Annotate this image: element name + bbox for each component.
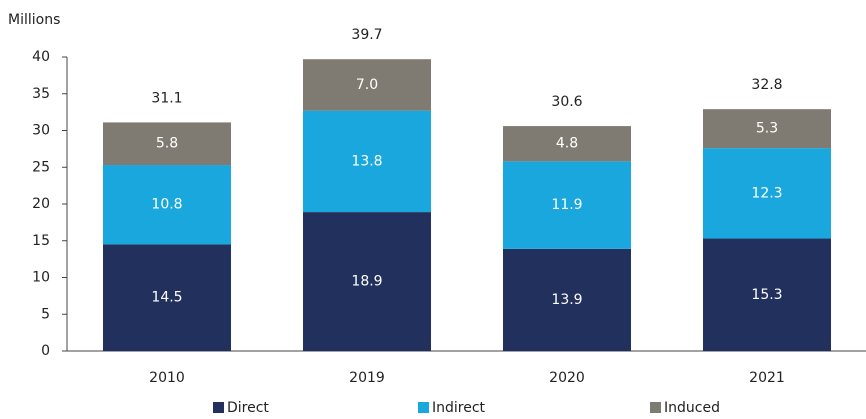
x-tick-label: 2010: [149, 370, 185, 386]
y-tick-label: 25: [32, 159, 50, 175]
y-tick-label: 0: [41, 343, 50, 359]
y-tick-label: 40: [32, 49, 50, 65]
bar-segment: [103, 244, 231, 351]
legend-swatch: [418, 402, 429, 413]
value-label: 14.5: [151, 290, 182, 306]
x-tick-label: 2020: [549, 370, 585, 386]
y-tick-label: 20: [32, 196, 50, 212]
y-axis-label: Millions: [8, 12, 60, 28]
value-label: 18.9: [351, 274, 382, 290]
bar-segment: [303, 110, 431, 213]
value-label: 12.3: [751, 185, 782, 201]
value-label: 10.8: [151, 197, 182, 213]
bar-segment: [103, 165, 231, 245]
value-label: 7.0: [356, 77, 378, 93]
legend-label: Induced: [664, 400, 720, 416]
value-label: 15.3: [751, 287, 782, 303]
y-tick-label: 30: [32, 123, 50, 139]
legend-label: Indirect: [432, 400, 486, 416]
value-label: 11.9: [551, 197, 582, 213]
value-label: 13.9: [551, 292, 582, 308]
x-tick-label: 2021: [749, 370, 785, 386]
bar-segment: [303, 212, 431, 351]
bar-segment: [503, 248, 631, 351]
bar-segment: [703, 238, 831, 351]
y-tick-label: 35: [32, 86, 50, 102]
total-label: 39.7: [351, 27, 382, 43]
y-tick-label: 10: [32, 270, 50, 286]
bar-segment: [503, 161, 631, 249]
legend-label: Direct: [227, 400, 269, 416]
bar-segment: [103, 122, 231, 166]
bar-segment: [703, 148, 831, 239]
y-tick-label: 5: [41, 306, 50, 322]
total-label: 32.8: [751, 77, 782, 93]
x-tick-label: 2019: [349, 370, 385, 386]
total-label: 31.1: [151, 90, 182, 106]
legend-swatch: [213, 402, 224, 413]
value-label: 13.8: [351, 153, 382, 169]
y-tick-label: 15: [32, 233, 50, 249]
value-label: 5.8: [156, 136, 178, 152]
value-label: 5.3: [756, 121, 778, 137]
total-label: 30.6: [551, 94, 582, 110]
bar-segment: [703, 109, 831, 149]
value-label: 4.8: [556, 136, 578, 152]
legend-swatch: [650, 402, 661, 413]
bar-segment: [503, 126, 631, 162]
bar-segment: [303, 59, 431, 111]
